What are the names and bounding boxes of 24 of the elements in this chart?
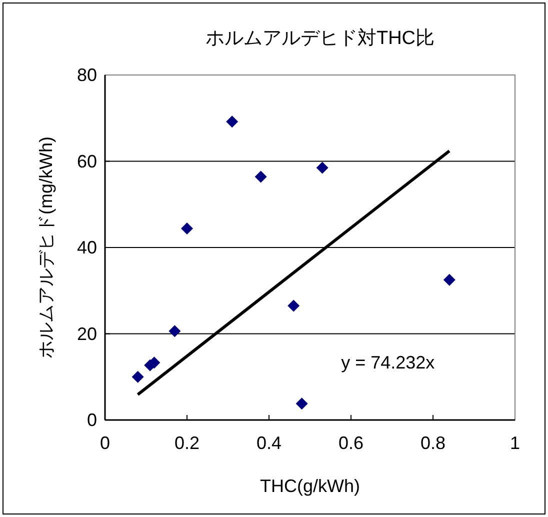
point <box>132 370 144 383</box>
y-tick-label: 60 <box>76 151 97 172</box>
point <box>296 398 308 410</box>
point <box>443 274 456 286</box>
y-tick-label: 80 <box>76 65 97 85</box>
point <box>168 325 181 338</box>
x-tick-label: 0 <box>100 433 110 453</box>
x-tick-label: 1 <box>510 433 520 453</box>
y-axis-title: ホルムアルデヒド(mg/kWh) <box>36 136 56 358</box>
x-tick-label: 0.8 <box>420 433 446 453</box>
y-tick-label: 40 <box>76 238 97 258</box>
point <box>316 162 328 174</box>
chart-title: ホルムアルデヒド対THC比 <box>205 27 435 49</box>
x-axis-title: THC(g/kWh) <box>260 476 360 496</box>
y-tick-label: 0 <box>86 410 97 430</box>
x-tick-label: 0.4 <box>256 433 282 453</box>
point <box>226 116 238 128</box>
point <box>288 300 300 312</box>
x-tick-label: 0.2 <box>174 433 200 453</box>
annotation: y = 74.232x <box>341 352 435 372</box>
point <box>254 170 267 183</box>
y-tick-label: 20 <box>76 324 97 344</box>
x-tick-label: 0.6 <box>338 433 364 453</box>
point <box>181 222 193 235</box>
